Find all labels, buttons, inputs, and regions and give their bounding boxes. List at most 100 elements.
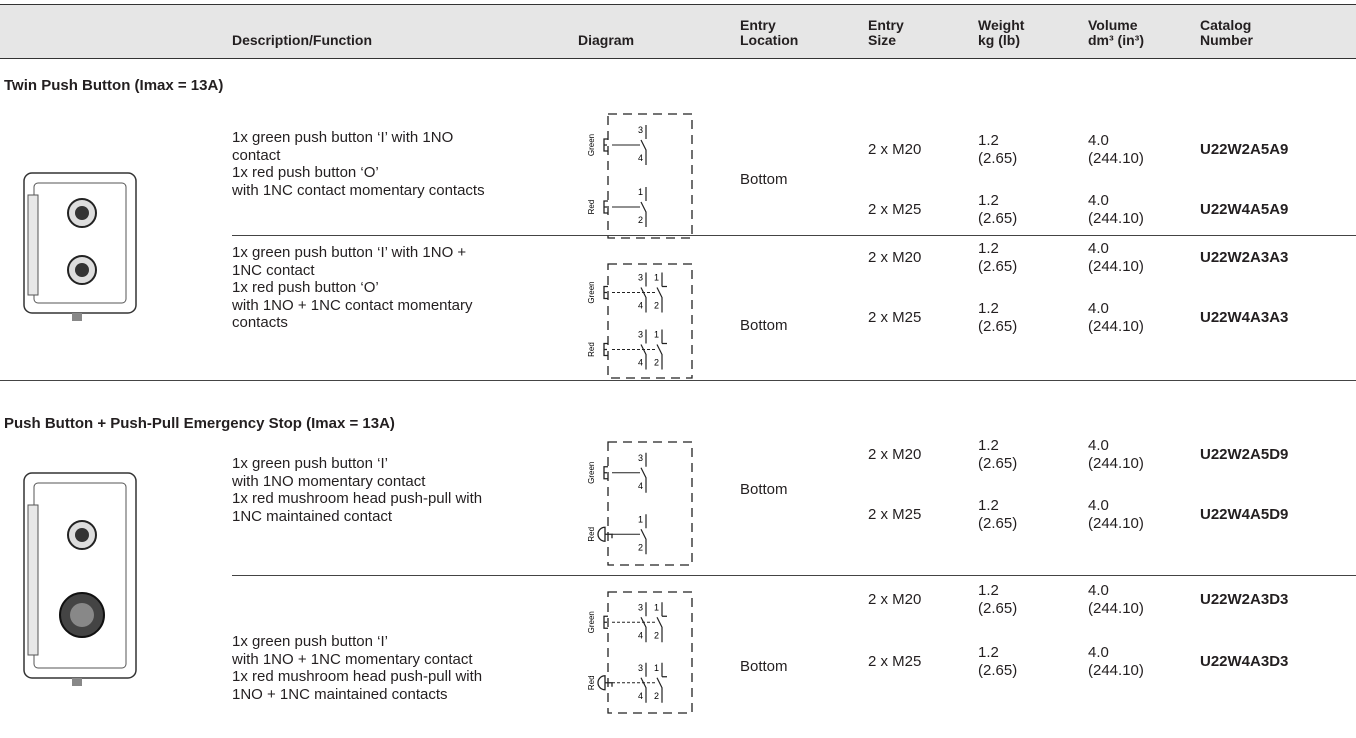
diagram-frame	[607, 441, 693, 566]
button-color-label: Green	[587, 281, 596, 303]
terminal-number: 1	[654, 330, 659, 340]
terminal-number: 2	[654, 358, 659, 368]
terminal-number: 2	[654, 691, 659, 701]
weight-lb: (2.65)	[978, 150, 1018, 167]
row-divider	[0, 380, 1356, 381]
terminal-number: 1	[638, 514, 643, 524]
button-color-label: Red	[587, 527, 596, 542]
description-line: contact	[232, 146, 281, 164]
catalog-number: U22W2A3D3	[1200, 591, 1289, 608]
column-header: Size	[868, 32, 897, 48]
description-line: contacts	[232, 314, 288, 332]
entry-location: Bottom	[740, 171, 788, 188]
column-header: dm³ (in³)	[1088, 32, 1144, 48]
contact-switch	[640, 272, 647, 313]
contact-switch	[640, 187, 647, 227]
catalog-number: U22W4A3D3	[1200, 653, 1289, 670]
description-line: 1NC maintained contact	[232, 507, 393, 525]
terminal-number: 4	[638, 630, 643, 640]
terminal-number: 3	[638, 453, 643, 463]
description-line: with 1NO momentary contact	[232, 472, 426, 490]
diagram-frame	[607, 591, 693, 714]
description-line: 1x red push button ‘O’	[232, 164, 379, 181]
weight-kg: 1.2	[978, 644, 999, 661]
description-line: 1NO + 1NC maintained contacts	[232, 685, 448, 703]
enclosure-image	[23, 472, 137, 686]
volume-dm3: 4.0	[1088, 240, 1109, 257]
terminal-number: 2	[638, 215, 643, 225]
catalog-number: U22W4A5D9	[1200, 506, 1289, 523]
wiring-diagram: Green 3 4 Red 1 2	[587, 113, 693, 239]
mushroom-actuator	[597, 526, 613, 542]
weight-kg: 1.2	[978, 132, 999, 149]
push-actuator	[603, 342, 608, 357]
volume-in3: (244.10)	[1088, 600, 1144, 617]
mushroom-actuator	[597, 675, 613, 691]
volume-dm3: 4.0	[1088, 192, 1109, 209]
terminal-number: 2	[654, 301, 659, 311]
section-title: Push Button + Push-Pull Emergency Stop (…	[4, 415, 395, 432]
entry-size: 2 x M25	[868, 506, 922, 523]
terminal-number: 4	[638, 153, 643, 163]
button-color-label: Red	[587, 200, 596, 215]
column-header: Description/Function	[232, 32, 372, 48]
weight-lb: (2.65)	[978, 258, 1018, 275]
weight-lb: (2.65)	[978, 210, 1018, 227]
weight-kg: 1.2	[978, 497, 999, 514]
terminal-number: 3	[638, 125, 643, 135]
column-header: Weight	[978, 17, 1025, 33]
contact-switch	[656, 602, 667, 643]
weight-kg: 1.2	[978, 192, 999, 209]
contact-switch	[640, 514, 647, 555]
diagram-frame	[607, 113, 693, 239]
diagram-frame	[607, 263, 693, 379]
contact-switch	[656, 662, 667, 703]
volume-dm3: 4.0	[1088, 644, 1109, 661]
terminal-number: 3	[638, 273, 643, 283]
column-header: Number	[1200, 32, 1253, 48]
description-line: with 1NO + 1NC contact momentary	[232, 296, 473, 314]
terminal-number: 1	[654, 602, 659, 612]
push-actuator	[603, 285, 608, 300]
catalog-number: U22W4A3A3	[1200, 309, 1289, 326]
description-line: 1x green push button ‘I’ with 1NO +	[232, 244, 467, 262]
contact-switch	[640, 329, 647, 370]
entry-size: 2 x M20	[868, 446, 922, 463]
contact-switch	[640, 125, 647, 165]
entry-size: 2 x M25	[868, 201, 922, 218]
contact-switch	[640, 452, 647, 493]
push-actuator	[603, 466, 608, 480]
volume-dm3: 4.0	[1088, 300, 1109, 317]
section-title: Twin Push Button (Imax = 13A)	[4, 77, 224, 94]
volume-dm3: 4.0	[1088, 132, 1109, 149]
weight-lb: (2.65)	[978, 662, 1018, 679]
catalog-number: U22W2A5A9	[1200, 141, 1289, 158]
terminal-number: 3	[638, 602, 643, 612]
entry-size: 2 x M25	[868, 653, 922, 670]
volume-in3: (244.10)	[1088, 455, 1144, 472]
terminal-number: 1	[654, 663, 659, 673]
terminal-number: 1	[654, 273, 659, 283]
contact-switch	[640, 662, 647, 703]
weight-lb: (2.65)	[978, 600, 1018, 617]
entry-location: Bottom	[740, 317, 788, 334]
push-actuator	[603, 200, 608, 214]
volume-dm3: 4.0	[1088, 497, 1109, 514]
column-header: Entry	[740, 17, 776, 33]
button-color-label: Green	[587, 134, 596, 156]
description-line: 1x red push button ‘O’	[232, 279, 379, 297]
description-line: with 1NC contact momentary contacts	[232, 181, 485, 199]
description-line: with 1NO + 1NC momentary contact	[232, 650, 473, 668]
column-header: Location	[740, 32, 799, 48]
volume-in3: (244.10)	[1088, 662, 1144, 679]
volume-dm3: 4.0	[1088, 437, 1109, 454]
description-line: 1NC contact	[232, 261, 315, 279]
volume-in3: (244.10)	[1088, 515, 1144, 532]
entry-size: 2 x M20	[868, 249, 922, 266]
description-line: 1x green push button ‘I’	[232, 455, 388, 472]
entry-size: 2 x M20	[868, 591, 922, 608]
weight-kg: 1.2	[978, 582, 999, 599]
volume-in3: (244.10)	[1088, 210, 1144, 227]
button-color-label: Green	[587, 611, 596, 633]
